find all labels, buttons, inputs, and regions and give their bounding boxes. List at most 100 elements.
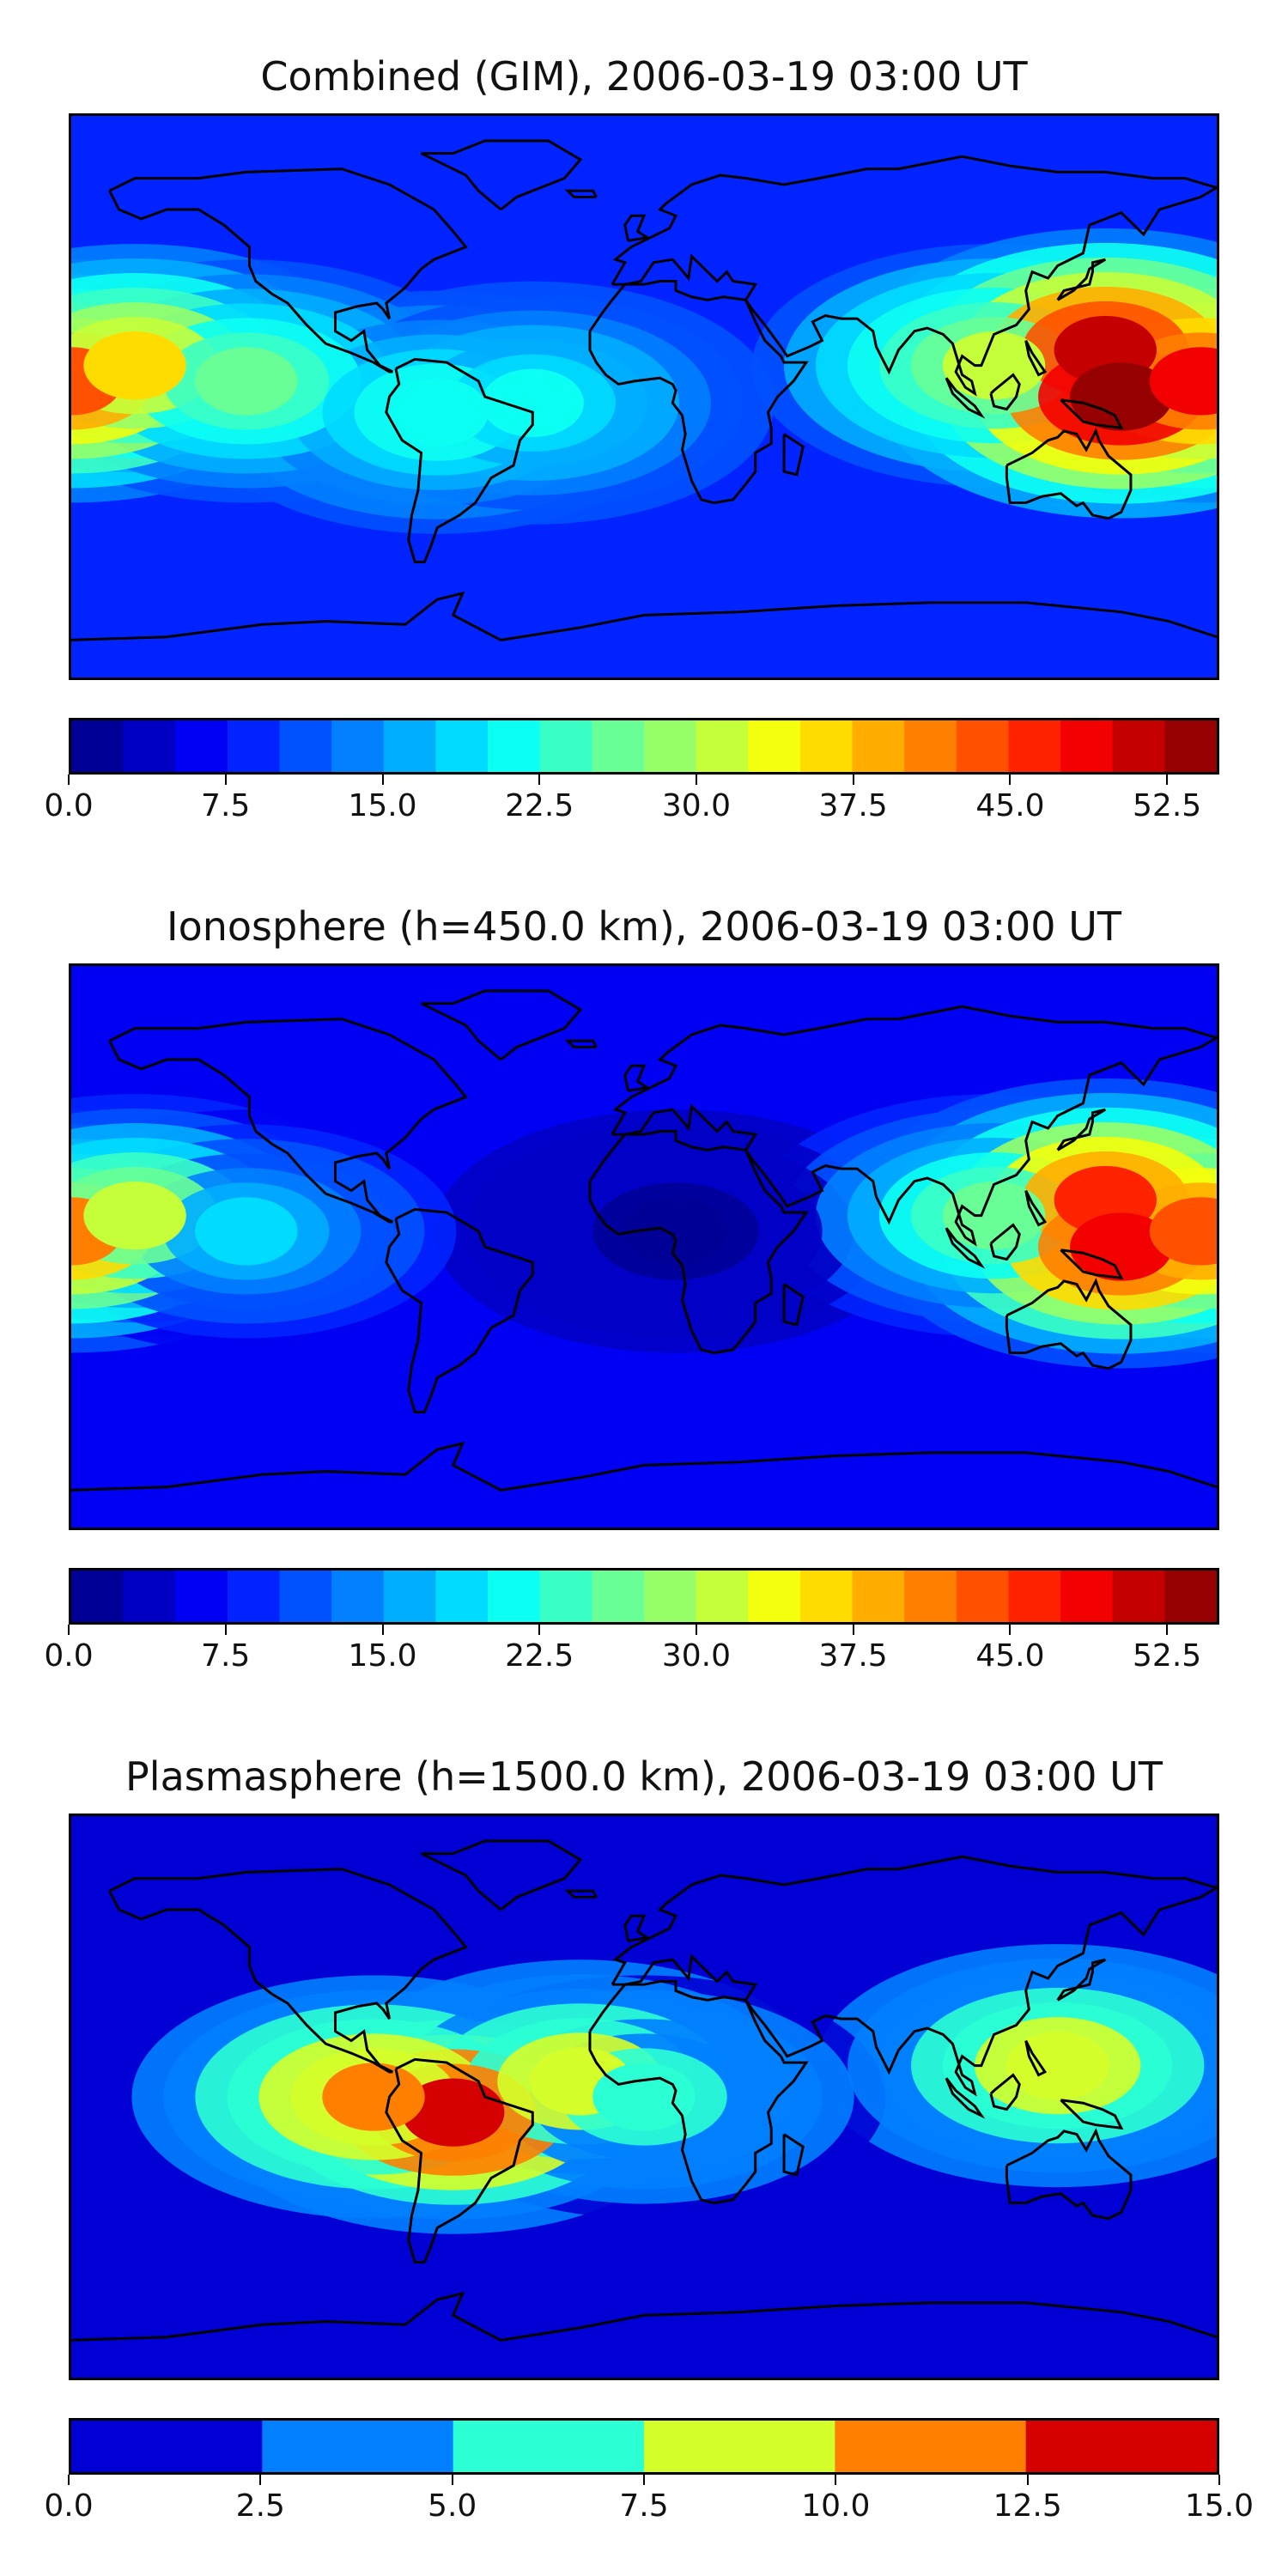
coastline-11 xyxy=(1060,2099,1124,2130)
colorbar-level-11 xyxy=(644,720,697,772)
colorbar-level-18 xyxy=(1008,1571,1061,1622)
colorbar-ticks: 0.0 2.5 5.0 7.5 10.0 12.5 15.0 xyxy=(44,2475,1254,2526)
colorbar-ticks: 0.0 7.5 15.0 22.5 30.0 37.5 45.0 52.5 xyxy=(44,1625,1219,1676)
colorbar-tick-label: 7.5 xyxy=(619,2488,669,2524)
coastline-11 xyxy=(1060,1249,1124,1280)
colorbar-level-3 xyxy=(227,720,281,772)
colorbar-tick xyxy=(538,775,541,785)
colorbar-level-20 xyxy=(1112,720,1165,772)
colorbar-level-12 xyxy=(696,720,749,772)
colorbar-tick xyxy=(1009,1625,1012,1635)
colorbar xyxy=(69,2418,1219,2475)
colorbar-canvas xyxy=(71,1571,1217,1622)
colorbar-level-10 xyxy=(592,720,645,772)
colorbar-tick xyxy=(381,1625,384,1635)
coastline-3 xyxy=(588,280,809,505)
colorbar-tick-label: 15.0 xyxy=(348,788,417,823)
colorbar-tick xyxy=(68,1625,70,1635)
coastline-12 xyxy=(1024,339,1048,377)
colorbar-tick-label: 22.5 xyxy=(505,788,574,823)
contour-blob-2-0 xyxy=(195,1197,298,1266)
colorbar-tick xyxy=(224,1625,227,1635)
contour-blob-3-0 xyxy=(386,378,489,447)
colorbar-tick-label: 0.0 xyxy=(44,1638,94,1674)
coastline-4 xyxy=(1005,1278,1133,1370)
coastline-7 xyxy=(623,1064,651,1092)
colorbar-tick-label: 22.5 xyxy=(505,1638,574,1674)
colorbar-level-15 xyxy=(852,1571,905,1622)
contour-blob-3-0 xyxy=(1006,2031,1109,2100)
colorbar-tick-label: 0.0 xyxy=(44,788,94,823)
colorbar-level-14 xyxy=(799,720,854,772)
colorbar-level-4 xyxy=(279,720,332,772)
colorbar-level-13 xyxy=(748,720,801,772)
colorbar-level-1 xyxy=(262,2421,454,2472)
colorbar-level-7 xyxy=(435,720,489,772)
colorbar-tick-label: 7.5 xyxy=(201,1638,251,1674)
coastline-10 xyxy=(989,1223,1021,1261)
colorbar-level-21 xyxy=(1164,1571,1217,1622)
contour-blob-3-0 xyxy=(624,1197,727,1266)
colorbar-level-15 xyxy=(852,720,905,772)
coastline-8 xyxy=(1056,1108,1107,1151)
colorbar-level-7 xyxy=(435,1571,489,1622)
colorbar-level-19 xyxy=(1060,1571,1114,1622)
coastline-6 xyxy=(420,989,583,1061)
colorbar-level-0 xyxy=(71,720,125,772)
coastline-0 xyxy=(108,1868,468,2074)
colorbar-canvas xyxy=(71,720,1217,772)
coastline-13 xyxy=(782,2133,805,2177)
colorbar-level-5 xyxy=(331,1571,385,1622)
coastline-5 xyxy=(71,1441,1217,1492)
map-canvas xyxy=(71,1816,1217,2378)
coastline-0 xyxy=(108,1018,468,1224)
map-plot xyxy=(69,963,1219,1530)
contour-blob-7-0 xyxy=(1070,362,1173,431)
coastline-1 xyxy=(385,1207,534,1414)
coastline-8 xyxy=(1056,258,1107,301)
colorbar-tick-label: 45.0 xyxy=(975,1638,1045,1674)
coastline-11 xyxy=(1060,398,1124,430)
colorbar-level-2 xyxy=(175,720,228,772)
coastline-8 xyxy=(1056,1958,1107,2002)
colorbar-level-21 xyxy=(1164,720,1217,772)
colorbar-tick-label: 52.5 xyxy=(1133,1638,1202,1674)
colorbar-tick xyxy=(451,2475,453,2485)
colorbar-tick-label: 10.0 xyxy=(801,2488,871,2524)
colorbar-level-0 xyxy=(71,2421,263,2472)
contour-blob-1-0 xyxy=(83,331,186,400)
coastline-9 xyxy=(945,1227,986,1269)
colorbar-level-5 xyxy=(1025,2421,1217,2472)
colorbar-level-1 xyxy=(123,720,176,772)
colorbar-tick xyxy=(695,1625,697,1635)
colorbar-level-11 xyxy=(644,1571,697,1622)
contour-blob-2-0 xyxy=(195,347,298,416)
map-canvas xyxy=(71,966,1217,1528)
coastline-4 xyxy=(1005,2128,1133,2221)
colorbar-level-17 xyxy=(956,720,1010,772)
colorbar-level-3 xyxy=(644,2421,835,2472)
contour-blob-4-0 xyxy=(592,2063,696,2131)
colorbar-level-3 xyxy=(227,1571,281,1622)
coastline-10 xyxy=(989,2073,1021,2111)
colorbar-level-1 xyxy=(123,1571,176,1622)
colorbar-level-6 xyxy=(383,720,437,772)
colorbar-tick-label: 30.0 xyxy=(661,1638,731,1674)
colorbar-canvas xyxy=(71,2421,1217,2472)
colorbar-tick xyxy=(852,1625,854,1635)
coastline-9 xyxy=(945,2077,986,2119)
coastline-14 xyxy=(564,189,598,198)
colorbar-tick xyxy=(381,775,384,785)
colorbar-level-9 xyxy=(539,720,592,772)
coastline-0 xyxy=(108,167,468,374)
colorbar-level-19 xyxy=(1060,720,1114,772)
colorbar-tick-label: 7.5 xyxy=(201,788,251,823)
colorbar-level-6 xyxy=(383,1571,437,1622)
colorbar-level-16 xyxy=(904,1571,957,1622)
coastline-6 xyxy=(420,1839,583,1911)
colorbar-level-20 xyxy=(1112,1571,1165,1622)
colorbar-tick xyxy=(68,775,70,785)
coastline-14 xyxy=(564,1889,598,1899)
colorbar-tick xyxy=(224,775,227,785)
coastline-10 xyxy=(989,373,1021,411)
